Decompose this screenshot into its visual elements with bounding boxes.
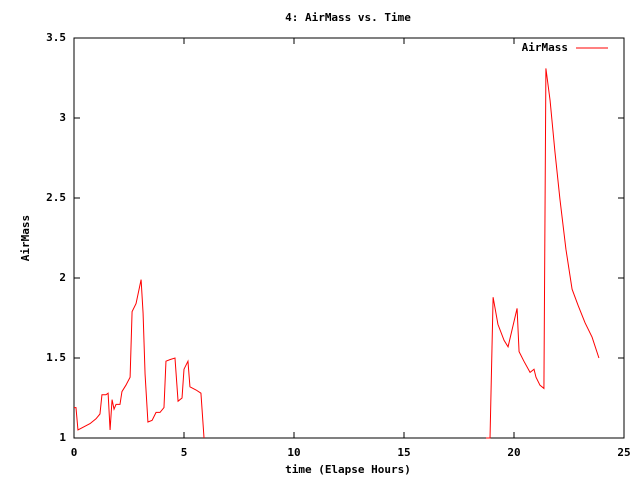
x-tick-label: 20 — [507, 446, 520, 459]
x-tick-label: 25 — [617, 446, 630, 459]
y-tick-label: 2.5 — [46, 191, 66, 204]
x-axis-label: time (Elapse Hours) — [285, 463, 411, 476]
x-tick-label: 5 — [181, 446, 188, 459]
y-tick-label: 1 — [59, 431, 66, 444]
y-tick-label: 3 — [59, 111, 66, 124]
x-tick-label: 0 — [71, 446, 78, 459]
chart-title: 4: AirMass vs. Time — [285, 11, 411, 24]
x-tick-label: 10 — [287, 446, 300, 459]
y-tick-label: 1.5 — [46, 351, 66, 364]
y-tick-label: 3.5 — [46, 31, 66, 44]
legend-label: AirMass — [522, 41, 568, 54]
data-line — [74, 68, 600, 439]
y-axis-label: AirMass — [19, 215, 32, 261]
y-tick-label: 2 — [59, 271, 66, 284]
plot-frame — [73, 37, 625, 439]
x-tick-label: 15 — [397, 446, 410, 459]
